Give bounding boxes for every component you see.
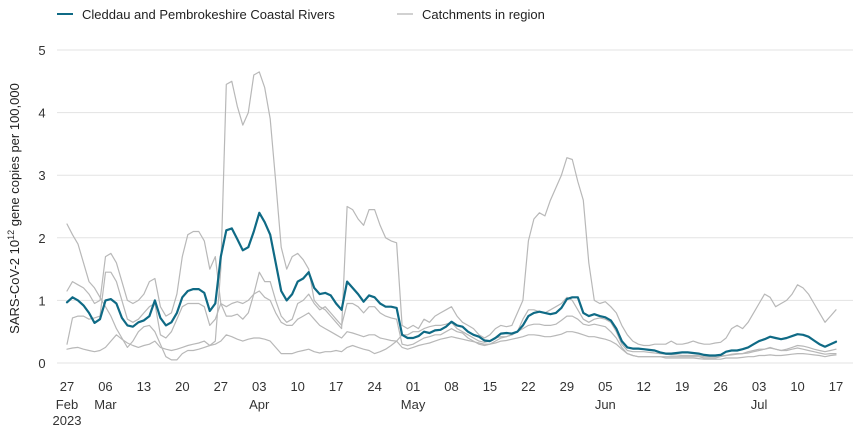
y-tick-label: 2 [38, 231, 45, 246]
x-tick-day: 27 [60, 379, 74, 394]
legend-label: Catchments in region [422, 7, 545, 22]
x-tick-day: 10 [290, 379, 304, 394]
x-tick-day: 03 [252, 379, 266, 394]
x-tick-day: 22 [521, 379, 535, 394]
y-tick-label: 3 [38, 168, 45, 183]
x-tick-month: Mar [94, 397, 117, 412]
x-tick-day: 29 [560, 379, 574, 394]
y-tick-label: 1 [38, 293, 45, 308]
legend: Cleddau and Pembrokeshire Coastal Rivers… [57, 7, 545, 22]
y-axis-ticks: 0 1 2 3 4 5 [38, 43, 45, 371]
y-tick-label: 5 [38, 43, 45, 58]
series-line-catchment [66, 230, 837, 358]
x-tick-day: 05 [598, 379, 612, 394]
x-tick-day: 10 [790, 379, 804, 394]
x-tick-month: Apr [249, 397, 270, 412]
series-line-catchment [66, 71, 837, 361]
y-tick-label: 0 [38, 356, 45, 371]
x-tick-day: 17 [829, 379, 843, 394]
grid-lines [57, 49, 853, 364]
x-tick-day: 26 [713, 379, 727, 394]
x-tick-day: 17 [329, 379, 343, 394]
x-tick-day: 12 [637, 379, 651, 394]
y-tick-label: 4 [38, 106, 45, 121]
series-line-catchment [66, 331, 837, 359]
x-tick-day: 08 [444, 379, 458, 394]
x-tick-month: Jun [595, 397, 616, 412]
x-tick-day: 20 [175, 379, 189, 394]
x-tick-day: 24 [367, 379, 381, 394]
x-tick-day: 03 [752, 379, 766, 394]
x-tick-month: Jul [751, 397, 768, 412]
legend-label: Cleddau and Pembrokeshire Coastal Rivers [82, 7, 335, 22]
x-tick-month: Feb [56, 397, 78, 412]
x-tick-day: 15 [483, 379, 497, 394]
x-tick-year: 2023 [53, 413, 82, 425]
x-tick-day: 27 [214, 379, 228, 394]
x-tick-day: 13 [137, 379, 151, 394]
series-line-catchment [66, 271, 837, 360]
series-line-highlight [65, 211, 838, 357]
y-axis-label: SARS-CoV-2 1012 gene copies per 100,000 [6, 83, 22, 334]
x-tick-month: May [401, 397, 426, 412]
x-tick-day: 06 [98, 379, 112, 394]
x-tick-day: 19 [675, 379, 689, 394]
series-lines [65, 71, 838, 361]
x-tick-day: 01 [406, 379, 420, 394]
